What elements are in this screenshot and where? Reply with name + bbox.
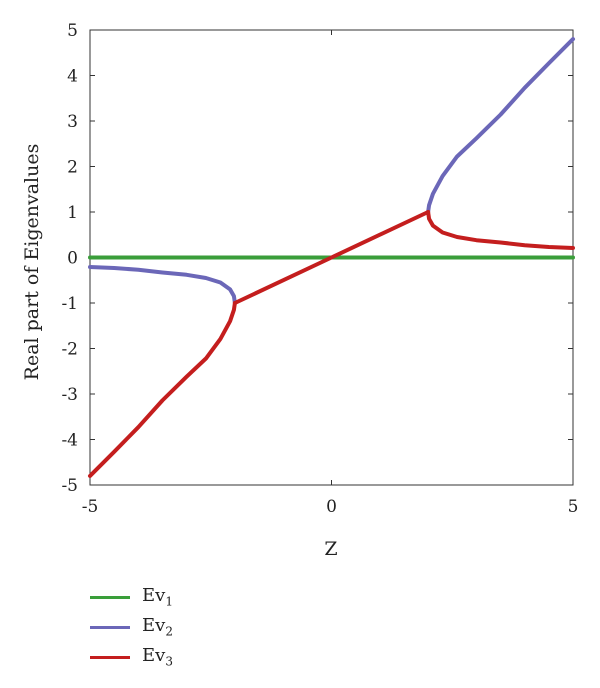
- legend-label-subscript: 2: [165, 624, 173, 639]
- legend-label-base: Ev: [142, 585, 166, 607]
- y-tick-label: 0: [67, 249, 78, 269]
- legend-label: Ev3: [142, 645, 173, 669]
- legend-label: Ev2: [142, 615, 173, 639]
- y-tick-label: -5: [61, 476, 78, 496]
- y-tick-label: 5: [67, 21, 78, 41]
- legend-item-ev3: Ev3: [90, 642, 173, 672]
- legend-swatch: [90, 595, 130, 599]
- y-tick-label: 2: [67, 158, 78, 178]
- series-line-ev2-segment-1: [88, 265, 237, 305]
- legend-item-ev2: Ev2: [90, 612, 173, 642]
- axis-ticks: 5 4 3 2 1 0 -1 -2 -3 -4 -5-5 0 5: [61, 21, 578, 517]
- legend-label: Ev1: [142, 585, 173, 609]
- legend-swatch: [90, 625, 130, 629]
- legend-label-base: Ev: [142, 615, 166, 637]
- series-line-ev3-segment-1: [88, 301, 237, 478]
- y-tick-label: 4: [67, 67, 78, 87]
- series-line-ev3-segment-2: [232, 210, 431, 305]
- legend-item-ev1: Ev1: [90, 582, 173, 612]
- y-tick-label: 1: [67, 203, 78, 223]
- series-line-ev2-segment-2: [426, 37, 575, 214]
- series-lines: [88, 37, 575, 478]
- y-tick-label: -1: [61, 294, 78, 314]
- y-tick-label: 3: [67, 112, 78, 132]
- x-tick-label: 5: [568, 497, 579, 517]
- legend-label-subscript: 1: [165, 594, 173, 609]
- y-tick-label: -4: [61, 431, 78, 451]
- legend: Ev1 Ev2 Ev3: [90, 582, 173, 672]
- y-axis-label: Real part of Eigenvalues: [21, 144, 43, 381]
- series-line-ev3-segment-3: [426, 210, 575, 250]
- x-tick-label: 0: [326, 497, 337, 517]
- x-axis-label: Z: [324, 538, 337, 560]
- legend-label-base: Ev: [142, 645, 166, 667]
- legend-label-subscript: 3: [165, 654, 173, 669]
- y-tick-label: -3: [61, 385, 78, 405]
- x-tick-label: -5: [82, 497, 99, 517]
- legend-swatch: [90, 655, 130, 659]
- y-tick-label: -2: [61, 340, 78, 360]
